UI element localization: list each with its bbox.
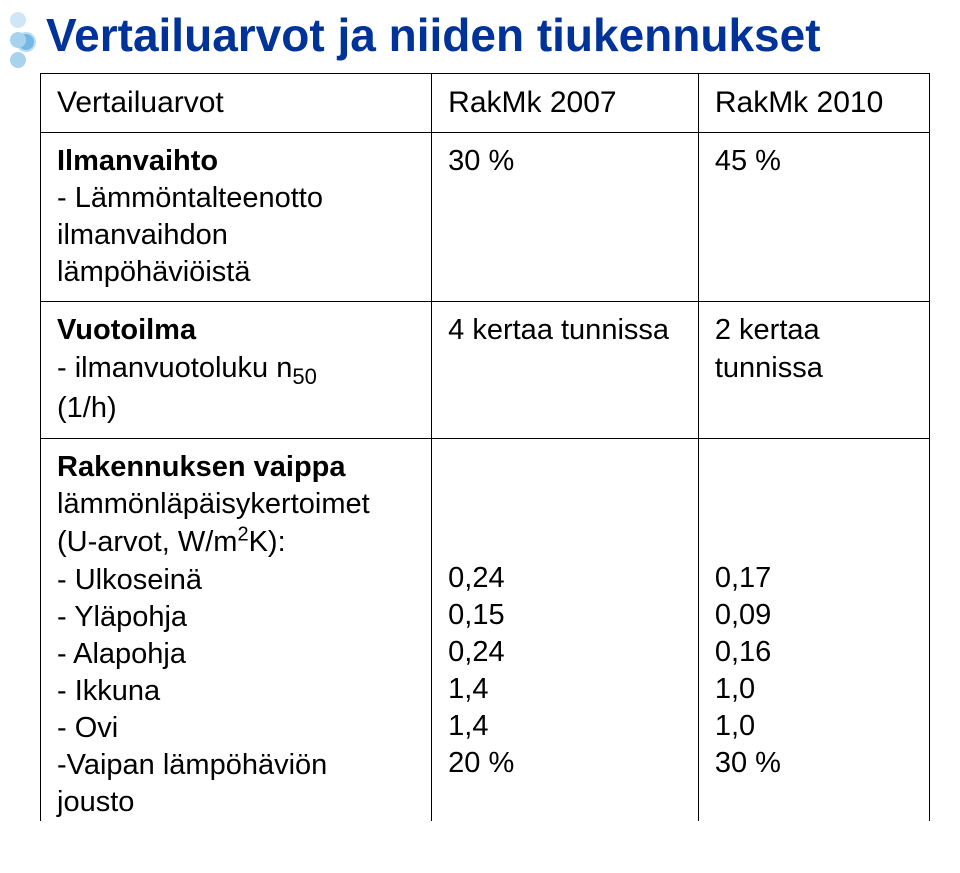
cell-vaippa-2007: 0,24 0,15 0,24 1,4 1,4 20 % bbox=[432, 438, 699, 821]
vaippa-item: - Yläpohja bbox=[57, 601, 187, 633]
ilmanvaihto-label: Ilmanvaihto bbox=[57, 145, 218, 177]
cell-ilmanvaihto-label: Ilmanvaihto - Lämmöntalteenotto ilmanvai… bbox=[41, 132, 432, 301]
cell-ilmanvaihto-2010: 45 % bbox=[698, 132, 929, 301]
vaippa-item: - Ulkoseinä bbox=[57, 564, 202, 596]
vaippa-sub: (U-arvot, W/m2K): bbox=[57, 526, 286, 558]
vuotoilma-desc: (1/h) bbox=[57, 392, 117, 424]
comparison-table: Vertailuarvot RakMk 2007 RakMk 2010 Ilma… bbox=[40, 73, 930, 822]
vaippa-sub: lämmönläpäisykertoimet bbox=[57, 488, 370, 520]
value: 0,17 bbox=[715, 562, 771, 594]
vaippa-item: - Ovi bbox=[57, 712, 118, 744]
bullet-dot bbox=[10, 32, 26, 48]
value: 20 % bbox=[448, 747, 514, 779]
cell-vaippa-label: Rakennuksen vaippa lämmönläpäisykertoime… bbox=[41, 438, 432, 821]
vaippa-item: - Ikkuna bbox=[57, 675, 160, 707]
value: 0,24 bbox=[448, 636, 504, 668]
row-vuotoilma: Vuotoilma - ilmanvuotoluku n50 (1/h) 4 k… bbox=[41, 302, 930, 438]
row-ilmanvaihto: Ilmanvaihto - Lämmöntalteenotto ilmanvai… bbox=[41, 132, 930, 301]
value: 0,09 bbox=[715, 599, 771, 631]
value: 1,0 bbox=[715, 673, 755, 705]
page-title: Vertailuarvot ja niiden tiukennukset bbox=[46, 10, 821, 61]
cell-ilmanvaihto-2007: 30 % bbox=[432, 132, 699, 301]
table-header-row: Vertailuarvot RakMk 2007 RakMk 2010 bbox=[41, 73, 930, 132]
bullet-dot bbox=[10, 52, 26, 68]
ilmanvaihto-desc: - Lämmöntalteenotto bbox=[57, 182, 323, 214]
value: 0,15 bbox=[448, 599, 504, 631]
vuotoilma-desc: - ilmanvuotoluku n50 bbox=[57, 352, 317, 384]
cell-vuotoilma-2010: 2 kertaa tunnissa bbox=[698, 302, 929, 438]
cell-vaippa-2010: 0,17 0,09 0,16 1,0 1,0 30 % bbox=[698, 438, 929, 821]
cell-vuotoilma-2007: 4 kertaa tunnissa bbox=[432, 302, 699, 438]
bullet-dot bbox=[10, 12, 26, 28]
ilmanvaihto-desc: ilmanvaihdon bbox=[57, 219, 228, 251]
value: 0,16 bbox=[715, 636, 771, 668]
row-vaippa: Rakennuksen vaippa lämmönläpäisykertoime… bbox=[41, 438, 930, 821]
value: 0,24 bbox=[448, 562, 504, 594]
value: 1,0 bbox=[715, 710, 755, 742]
vaippa-item: -Vaipan lämpöhäviön bbox=[57, 749, 327, 781]
vaippa-label: Rakennuksen vaippa bbox=[57, 451, 346, 483]
vuotoilma-label: Vuotoilma bbox=[57, 314, 196, 346]
vaippa-item: jousto bbox=[57, 786, 134, 818]
header-col3: RakMk 2010 bbox=[698, 73, 929, 132]
value: 1,4 bbox=[448, 710, 488, 742]
header-col1: Vertailuarvot bbox=[41, 73, 432, 132]
ilmanvaihto-desc: lämpöhäviöistä bbox=[57, 256, 250, 288]
slide: Vertailuarvot ja niiden tiukennukset Ver… bbox=[0, 0, 960, 873]
value: 1,4 bbox=[448, 673, 488, 705]
vaippa-item: - Alapohja bbox=[57, 638, 186, 670]
decorative-bullets bbox=[10, 12, 26, 72]
value: 30 % bbox=[715, 747, 781, 779]
cell-vuotoilma-label: Vuotoilma - ilmanvuotoluku n50 (1/h) bbox=[41, 302, 432, 438]
header-col2: RakMk 2007 bbox=[432, 73, 699, 132]
